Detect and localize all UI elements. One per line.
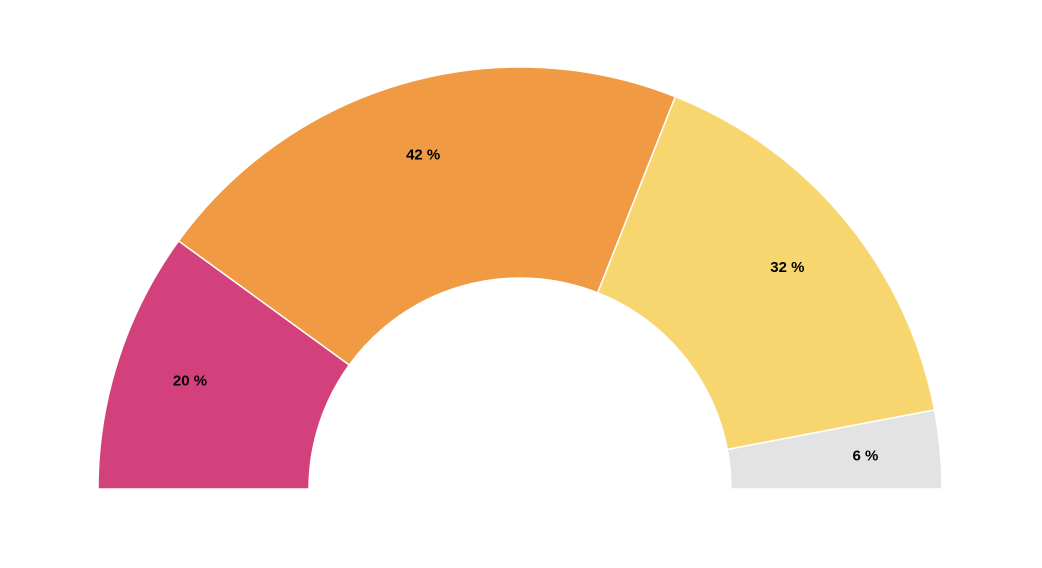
value-label: 6 % [853, 447, 879, 464]
segment [596, 95, 936, 451]
value-label: 32 % [770, 259, 804, 276]
segment [97, 240, 351, 490]
value-label: 20 % [173, 373, 207, 390]
segment [177, 66, 677, 366]
value-label: 42 % [406, 147, 440, 164]
segment [726, 409, 943, 490]
